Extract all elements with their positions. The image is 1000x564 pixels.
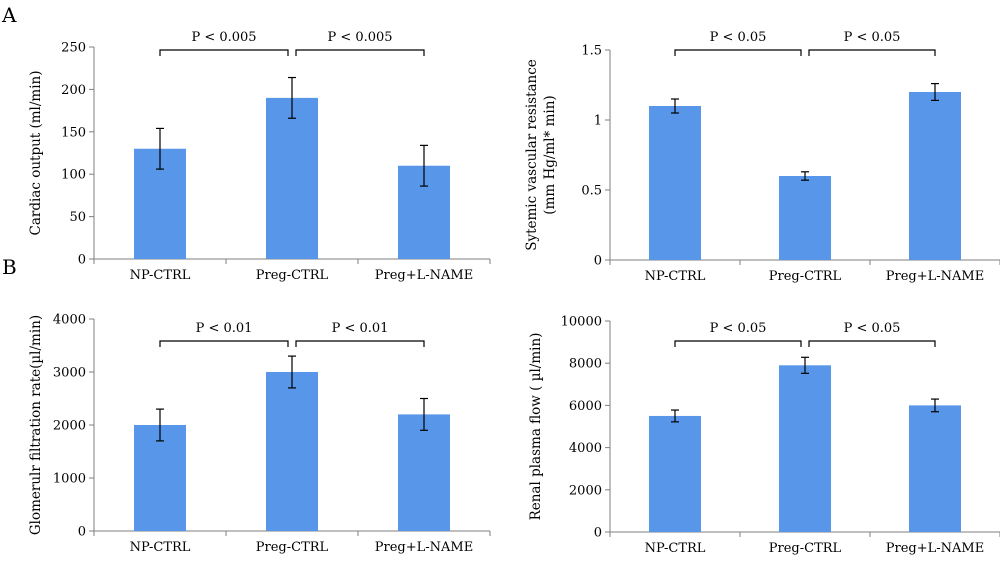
- significance-bracket: [808, 49, 936, 56]
- x-category-label: NP-CTRL: [130, 540, 191, 555]
- significance-bracket: [295, 49, 425, 56]
- y-tick-label: 2000: [569, 483, 602, 498]
- y-axis-label: Cardiac output (ml/min): [28, 70, 44, 235]
- y-axis-label: Sytemic vascular resistance (mm Hg/ml* mi…: [524, 59, 558, 251]
- significance-label: P < 0.05: [844, 30, 901, 45]
- bar-preg-l-name: [909, 92, 961, 260]
- significance-bracket: [295, 340, 425, 347]
- y-axis-label: Glomerulr filtration rate(µl/min): [28, 315, 44, 535]
- y-tick-label: 10000: [561, 315, 602, 330]
- significance-label: P < 0.005: [327, 30, 392, 45]
- significance-bracket: [674, 49, 802, 56]
- y-tick-label: 2000: [53, 419, 86, 434]
- y-axis-label-line: Cardiac output (ml/min): [28, 70, 44, 235]
- x-category-label: Preg+L-NAME: [886, 541, 984, 556]
- bar-preg-l-name: [398, 414, 450, 531]
- y-tick-label: 4000: [53, 313, 86, 328]
- bar-preg-ctrl: [779, 365, 831, 532]
- significance-bracket: [808, 340, 936, 347]
- bar-np-ctrl: [649, 415, 701, 532]
- x-category-label: Preg+L-NAME: [375, 540, 473, 555]
- y-tick-label: 1000: [53, 472, 86, 487]
- bar-preg-l-name: [909, 405, 961, 532]
- y-tick-label: 1: [594, 114, 602, 129]
- significance-label: P < 0.005: [191, 30, 256, 45]
- y-tick-label: 100: [61, 168, 86, 183]
- y-tick-label: 8000: [569, 357, 602, 372]
- y-axis-label-line: Glomerulr filtration rate(µl/min): [28, 315, 44, 535]
- y-tick-label: 250: [61, 41, 86, 56]
- y-axis-label-line: Sytemic vascular resistance: [524, 59, 540, 251]
- bar-preg-ctrl: [266, 97, 318, 259]
- y-tick-label: 0: [78, 525, 86, 540]
- chart-3: 0 1000 2000 3000 4000 NP-CTRL Preg-CTRL Preg+L-…: [28, 313, 491, 555]
- y-axis-label-line: Renal plasma flow ( µl/min): [528, 333, 544, 521]
- significance-label: P < 0.01: [332, 321, 389, 336]
- y-axis-label: Renal plasma flow ( µl/min): [528, 333, 544, 521]
- x-category-label: Preg+L-NAME: [886, 269, 984, 284]
- panel-label-b: B: [2, 255, 17, 279]
- panel-label-a: A: [1, 3, 17, 27]
- x-category-label: NP-CTRL: [645, 541, 706, 556]
- y-axis-label-line: (mm Hg/ml* min): [542, 95, 558, 214]
- x-category-label: NP-CTRL: [130, 268, 191, 283]
- x-category-label: NP-CTRL: [645, 269, 706, 284]
- significance-label: P < 0.05: [710, 30, 767, 45]
- x-category-label: Preg-CTRL: [769, 269, 842, 284]
- significance-label: P < 0.01: [196, 321, 253, 336]
- bar-preg-ctrl: [779, 176, 831, 260]
- x-category-label: Preg-CTRL: [256, 540, 329, 555]
- y-tick-label: 200: [61, 83, 86, 98]
- significance-bracket: [159, 340, 289, 347]
- y-tick-label: 50: [69, 210, 86, 225]
- bar-preg-ctrl: [266, 372, 318, 531]
- y-tick-label: 4000: [569, 441, 602, 456]
- y-tick-label: 150: [61, 125, 86, 140]
- x-category-label: Preg+L-NAME: [375, 268, 473, 283]
- bar-np-ctrl: [134, 425, 186, 531]
- y-tick-label: 6000: [569, 399, 602, 414]
- chart-2: 0 0.5 1 1.5 NP-CTRL Preg-CTRL Preg+L-NAME P < 0…: [524, 30, 1000, 284]
- y-tick-label: 0: [594, 526, 602, 541]
- chart-1: 0 50 100 150 200 250 NP-CTRL Preg-CTRL Preg+L-NA…: [28, 30, 491, 283]
- y-tick-label: 0.5: [581, 184, 602, 199]
- y-tick-label: 0: [594, 254, 602, 269]
- significance-bracket: [159, 49, 289, 56]
- chart-4: 0 2000 4000 6000 8000 10000 NP-CTRL Preg-CTRL Pr…: [528, 315, 1000, 556]
- bar-np-ctrl: [649, 106, 701, 260]
- significance-bracket: [674, 340, 802, 347]
- y-tick-label: 3000: [53, 366, 86, 381]
- x-category-label: Preg-CTRL: [769, 541, 842, 556]
- y-tick-label: 1.5: [581, 44, 602, 59]
- significance-label: P < 0.05: [844, 321, 901, 336]
- significance-label: P < 0.05: [710, 321, 767, 336]
- x-category-label: Preg-CTRL: [256, 268, 329, 283]
- y-tick-label: 0: [78, 253, 86, 268]
